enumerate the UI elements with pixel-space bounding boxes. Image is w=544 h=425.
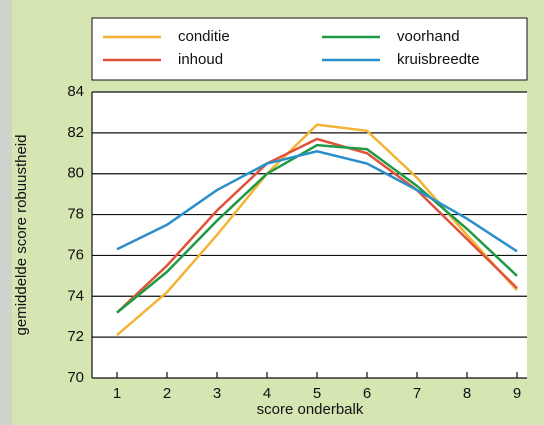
x-tick-label: 3 bbox=[213, 385, 221, 402]
y-tick-label: 70 bbox=[67, 369, 84, 386]
legend-label: kruisbreedte bbox=[397, 51, 480, 68]
y-tick-label: 80 bbox=[67, 165, 84, 182]
legend-box bbox=[91, 17, 528, 81]
x-tick-label: 4 bbox=[263, 385, 271, 402]
x-tick-label: 1 bbox=[113, 385, 121, 402]
x-tick-label: 9 bbox=[513, 385, 521, 402]
y-tick-label: 72 bbox=[67, 328, 84, 345]
y-tick-label: 76 bbox=[67, 246, 84, 263]
y-tick-label: 82 bbox=[67, 124, 84, 141]
series-line bbox=[116, 137, 518, 314]
legend-label: conditie bbox=[178, 28, 230, 45]
x-axis-label: score onderbalk bbox=[257, 401, 364, 418]
y-tick-label: 74 bbox=[67, 287, 84, 304]
y-axis-label: gemiddelde score robuustheid bbox=[13, 135, 30, 336]
y-tick-label: 78 bbox=[67, 206, 84, 223]
x-tick-label: 6 bbox=[363, 385, 371, 402]
x-tick-label: 7 bbox=[413, 385, 421, 402]
y-tick-label: 84 bbox=[67, 83, 84, 100]
series-line bbox=[116, 149, 518, 253]
x-tick-label: 8 bbox=[463, 385, 471, 402]
series-line bbox=[116, 143, 518, 314]
legend-label: inhoud bbox=[178, 51, 223, 68]
x-tick-label: 2 bbox=[163, 385, 171, 402]
legend-label: voorhand bbox=[397, 28, 460, 45]
x-tick-label: 5 bbox=[313, 385, 321, 402]
plot-area bbox=[92, 92, 527, 378]
